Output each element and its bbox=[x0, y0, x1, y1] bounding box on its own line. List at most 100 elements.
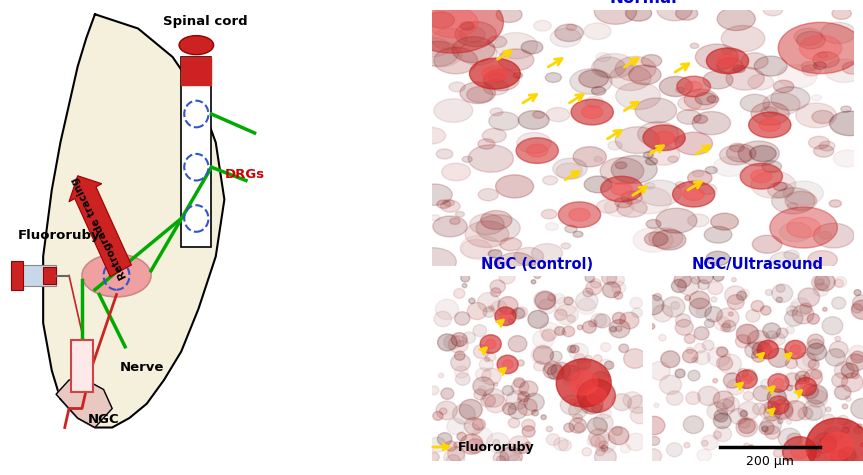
Circle shape bbox=[611, 155, 658, 183]
Circle shape bbox=[498, 296, 518, 314]
Circle shape bbox=[476, 368, 491, 381]
Circle shape bbox=[639, 180, 682, 206]
Circle shape bbox=[494, 33, 538, 59]
Circle shape bbox=[646, 219, 661, 228]
Circle shape bbox=[569, 399, 576, 406]
Circle shape bbox=[610, 326, 616, 332]
Circle shape bbox=[822, 307, 827, 311]
Circle shape bbox=[487, 433, 509, 453]
Circle shape bbox=[499, 270, 515, 284]
Circle shape bbox=[484, 357, 489, 361]
Circle shape bbox=[707, 95, 719, 103]
Circle shape bbox=[751, 300, 764, 312]
Circle shape bbox=[488, 250, 502, 258]
Circle shape bbox=[778, 428, 801, 448]
Circle shape bbox=[727, 379, 745, 395]
Circle shape bbox=[542, 329, 556, 342]
Circle shape bbox=[521, 41, 543, 54]
Circle shape bbox=[784, 310, 803, 326]
Circle shape bbox=[713, 379, 718, 383]
Circle shape bbox=[468, 303, 487, 320]
Circle shape bbox=[842, 404, 847, 409]
Circle shape bbox=[467, 439, 483, 453]
Circle shape bbox=[699, 184, 716, 195]
Circle shape bbox=[721, 323, 731, 332]
Circle shape bbox=[563, 326, 575, 337]
Circle shape bbox=[515, 307, 527, 318]
Circle shape bbox=[623, 392, 642, 408]
Circle shape bbox=[526, 144, 548, 157]
Circle shape bbox=[816, 278, 824, 285]
Circle shape bbox=[783, 437, 816, 466]
Circle shape bbox=[857, 424, 862, 428]
Circle shape bbox=[441, 200, 460, 212]
Circle shape bbox=[835, 279, 843, 287]
Circle shape bbox=[713, 431, 721, 438]
Circle shape bbox=[703, 71, 733, 89]
Circle shape bbox=[832, 8, 851, 19]
Circle shape bbox=[751, 102, 790, 125]
Circle shape bbox=[804, 405, 822, 421]
Circle shape bbox=[428, 12, 455, 28]
Circle shape bbox=[753, 403, 766, 415]
Circle shape bbox=[813, 223, 854, 248]
Circle shape bbox=[532, 244, 563, 263]
Circle shape bbox=[786, 386, 792, 391]
Circle shape bbox=[531, 280, 536, 284]
Circle shape bbox=[595, 314, 610, 328]
Circle shape bbox=[558, 202, 601, 228]
Circle shape bbox=[547, 365, 564, 380]
Circle shape bbox=[454, 289, 465, 298]
Circle shape bbox=[461, 239, 492, 258]
Circle shape bbox=[690, 291, 709, 309]
Circle shape bbox=[691, 276, 700, 284]
Circle shape bbox=[783, 181, 823, 205]
Circle shape bbox=[482, 389, 504, 407]
Bar bbox=[22, 265, 56, 286]
Circle shape bbox=[698, 270, 714, 284]
Circle shape bbox=[543, 361, 563, 379]
Circle shape bbox=[729, 408, 747, 424]
Circle shape bbox=[501, 312, 511, 321]
Circle shape bbox=[615, 82, 660, 110]
Circle shape bbox=[803, 353, 819, 368]
Circle shape bbox=[806, 418, 863, 474]
Circle shape bbox=[785, 373, 800, 386]
Circle shape bbox=[589, 320, 597, 327]
Circle shape bbox=[733, 65, 746, 73]
Circle shape bbox=[517, 133, 551, 153]
Circle shape bbox=[486, 352, 496, 361]
Circle shape bbox=[587, 388, 606, 404]
Ellipse shape bbox=[82, 254, 151, 297]
Circle shape bbox=[707, 402, 728, 420]
Circle shape bbox=[834, 150, 861, 167]
Circle shape bbox=[807, 390, 828, 408]
Circle shape bbox=[444, 335, 461, 350]
Circle shape bbox=[791, 302, 798, 308]
Circle shape bbox=[417, 184, 452, 205]
Circle shape bbox=[773, 400, 784, 410]
Circle shape bbox=[778, 419, 783, 424]
Circle shape bbox=[591, 86, 606, 95]
Circle shape bbox=[554, 309, 567, 321]
Circle shape bbox=[741, 375, 752, 384]
Circle shape bbox=[814, 62, 826, 69]
Circle shape bbox=[814, 145, 834, 157]
Circle shape bbox=[437, 200, 450, 209]
Circle shape bbox=[825, 59, 863, 82]
Circle shape bbox=[508, 455, 521, 466]
Circle shape bbox=[490, 280, 506, 293]
Circle shape bbox=[717, 58, 743, 74]
Circle shape bbox=[806, 385, 828, 404]
Circle shape bbox=[688, 171, 712, 185]
Circle shape bbox=[786, 420, 791, 424]
Circle shape bbox=[740, 163, 783, 189]
Circle shape bbox=[591, 57, 626, 78]
Circle shape bbox=[456, 211, 464, 217]
Circle shape bbox=[438, 334, 457, 351]
Circle shape bbox=[570, 371, 597, 395]
Circle shape bbox=[659, 375, 682, 394]
Circle shape bbox=[740, 410, 747, 417]
Circle shape bbox=[522, 426, 535, 437]
Circle shape bbox=[444, 448, 465, 467]
